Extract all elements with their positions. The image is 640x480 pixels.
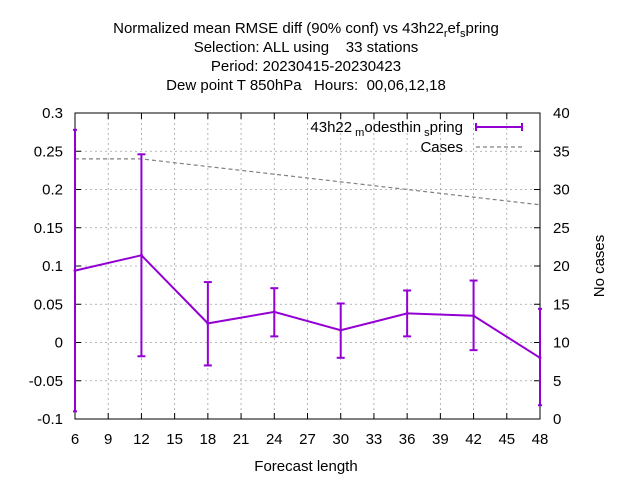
- y2-tick-label: 15: [553, 296, 570, 313]
- y-tick-label: 0.1: [42, 258, 63, 275]
- grid: [75, 113, 540, 419]
- data-point: [405, 311, 409, 315]
- y2-tick-label: 0: [553, 411, 561, 428]
- data-point: [272, 310, 276, 314]
- x-axis-label: Forecast length: [254, 458, 357, 475]
- x-tick-label: 30: [332, 431, 349, 448]
- x-axis: 6 9 12 15 18 21 24 27 30 33 36 39 42 45 48: [71, 113, 549, 448]
- x-tick-label: 18: [200, 431, 217, 448]
- y2-tick-label: 25: [553, 220, 570, 237]
- x-tick-label: 33: [366, 431, 383, 448]
- x-tick-label: 27: [299, 431, 316, 448]
- series-cases: [74, 158, 541, 206]
- y-tick-label: 0.05: [34, 296, 63, 313]
- x-tick-label: 15: [166, 431, 183, 448]
- y-tick-label: 0: [55, 335, 63, 352]
- x-tick-label: 36: [399, 431, 416, 448]
- y2-tick-label: 5: [553, 373, 561, 390]
- y-tick-label: -0.1: [37, 411, 63, 428]
- y2-tick-label: 30: [553, 182, 570, 199]
- data-point: [206, 321, 210, 325]
- title-line-3: Period: 20230415-20230423: [211, 58, 401, 75]
- y2-tick-label: 35: [553, 143, 570, 160]
- series-line: [74, 254, 541, 359]
- y-tick-label: -0.05: [29, 373, 63, 390]
- y-tick-label: 0.3: [42, 105, 63, 122]
- x-tick-label: 12: [133, 431, 150, 448]
- y2-tick-label: 40: [553, 105, 570, 122]
- x-tick-label: 24: [266, 431, 283, 448]
- y-axis-right: 0 5 10 15 20 25 30 35 40: [534, 105, 570, 428]
- x-tick-label: 42: [465, 431, 482, 448]
- data-point: [139, 253, 143, 257]
- y-axis-left: -0.1 -0.05 0 0.05 0.1 0.15 0.2 0.25 0.3: [29, 105, 81, 428]
- cases-line: [75, 158, 541, 206]
- data-point: [472, 314, 476, 318]
- data-point: [538, 356, 542, 360]
- y2-axis-label: No cases: [591, 235, 608, 298]
- y-tick-label: 0.25: [34, 143, 63, 160]
- legend: 43h22 modesthin spring Cases: [310, 119, 523, 156]
- x-tick-label: 21: [233, 431, 250, 448]
- series-43h22-modesthin-spring: [73, 128, 542, 413]
- x-tick-label: 45: [498, 431, 515, 448]
- y2-tick-label: 20: [553, 258, 570, 275]
- data-point: [339, 328, 343, 332]
- x-tick-label: 6: [71, 431, 79, 448]
- title-line-2: Selection: ALL using 33 stations: [194, 39, 419, 56]
- y-tick-label: 0.2: [42, 182, 63, 199]
- title-line-4: Dew point T 850hPa Hours: 00,06,12,18: [166, 77, 446, 94]
- y-tick-label: 0.15: [34, 220, 63, 237]
- chart-title: Normalized mean RMSE diff (90% conf) vs …: [113, 20, 499, 94]
- legend-label-cases: Cases: [420, 139, 463, 156]
- x-tick-label: 48: [532, 431, 549, 448]
- legend-label-main: 43h22 modesthin spring: [310, 119, 463, 139]
- data-point: [73, 269, 77, 273]
- x-tick-label: 9: [104, 431, 112, 448]
- x-tick-label: 39: [432, 431, 449, 448]
- title-line-1: Normalized mean RMSE diff (90% conf) vs …: [113, 20, 499, 40]
- y2-tick-label: 10: [553, 335, 570, 352]
